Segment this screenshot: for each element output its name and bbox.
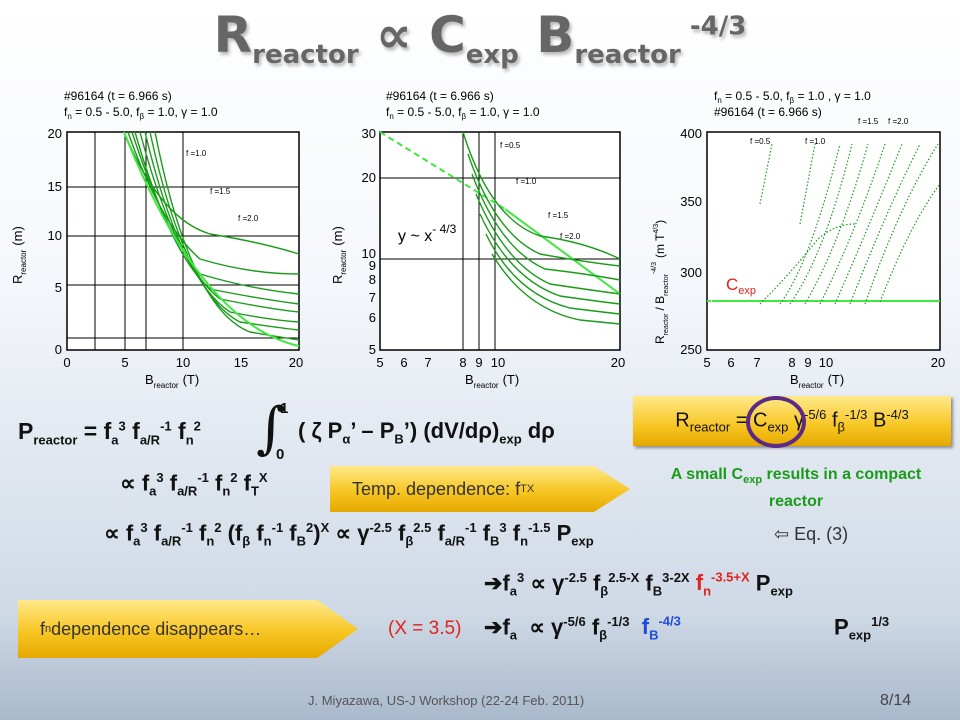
chart1-ytick: 5 <box>55 280 62 295</box>
chart1-xtick: 0 <box>63 355 70 370</box>
chart2-plot-area <box>379 131 621 351</box>
chart3-xtick: 6 <box>727 355 734 370</box>
chart3-cexp-label: Cexp <box>726 275 756 297</box>
chart2-annotation: #96164 (t = 6.966 s) <box>386 89 494 103</box>
chart3-xlabel: Breactor (T) <box>790 372 844 390</box>
chart1-ytick: 0 <box>55 342 62 357</box>
chart2-xtick: 20 <box>611 355 625 370</box>
chart2-ytick: 8 <box>369 272 376 287</box>
chart-rreactor-vs-breactor: #96164 (t = 6.966 s) fn = 0.5 - 5.0, fβ … <box>10 89 303 390</box>
chart2-xtick: 8 <box>459 355 466 370</box>
chart3-xtick: 5 <box>703 355 710 370</box>
chart2-fit-label: y ~ x- 4/3 <box>398 222 457 245</box>
chart2-curve-label: f =1.0 <box>516 177 537 186</box>
chart3-curve-label: f =1.5 <box>858 117 879 126</box>
chart1-xtick: 20 <box>289 355 303 370</box>
chart2-curves <box>462 131 621 325</box>
chart1-curve-label: f =2.0 <box>238 214 259 223</box>
small-cexp-note: A small Cexp results in a compact reacto… <box>670 466 922 511</box>
equation-preactor: Preactor = fa3 fa/R-1 fn2 <box>18 418 201 448</box>
chart2-ylabel: Rreactor(m) <box>330 226 348 284</box>
chart3-ytick: 350 <box>680 194 702 209</box>
slide-title: Rreactor ∝ Cexp Breactor -4/3 <box>213 6 747 70</box>
equation-pexp: Pexp1/3 <box>834 614 890 643</box>
chart2-ytick: 9 <box>369 258 376 273</box>
chart3-xtick: 8 <box>788 355 795 370</box>
cexp-highlight-circle <box>746 396 806 448</box>
chart-log-rreactor-vs-breactor: #96164 (t = 6.966 s) fn = 0.5 - 5.0, fβ … <box>330 89 625 390</box>
chart1-xlabel: Breactor (T) <box>145 372 199 390</box>
chart3-xtick: 9 <box>804 355 811 370</box>
chart2-xlabel: Breactor (T) <box>465 372 519 390</box>
chart3-curve-label: f =0.5 <box>750 137 771 146</box>
chart1-ytick: 15 <box>48 179 62 194</box>
chart2-ytick: 20 <box>362 170 376 185</box>
chart1-ylabel: Rreactor(m) <box>10 226 28 284</box>
chart3-plot-area <box>706 131 941 351</box>
chart2-curve-label: f =2.0 <box>560 232 581 241</box>
chart3-curve-label: f =2.0 <box>888 117 909 126</box>
chart1-ytick: 20 <box>48 126 62 141</box>
chart1-curve-label: f =1.5 <box>210 187 231 196</box>
chart2-ytick: 30 <box>362 126 376 141</box>
eq3-reference: ⇦ Eq. (3) <box>774 524 849 544</box>
chart3-xtick: 7 <box>753 355 760 370</box>
chart1-ytick: 10 <box>48 228 62 243</box>
chart2-xtick: 7 <box>424 355 431 370</box>
chart2-ytick: 6 <box>369 310 376 325</box>
chart3-ytick: 250 <box>680 342 702 357</box>
page-number: 8/14 <box>880 692 912 709</box>
chart2-ytick: 7 <box>369 290 376 305</box>
chart-normalized-rreactor: fn = 0.5 - 5.0, fβ = 1.0 , γ = 1.0 #9616… <box>651 89 945 390</box>
chart3-ytick: 400 <box>680 126 702 141</box>
chart2-xtick: 5 <box>376 355 383 370</box>
chart3-curve-label: f =1.0 <box>805 137 826 146</box>
chart3-xtick: 20 <box>931 355 945 370</box>
chart2-ytick: 10 <box>362 246 376 261</box>
chart2-annotation-2: fn = 0.5 - 5.0, fβ = 1.0, γ = 1.0 <box>386 105 540 121</box>
equation-proportional-3: ∝ fa3 fa/R-1 fn2 (fβ fn-1 fB2)X ∝ γ-2.5 … <box>104 520 594 549</box>
chart2-xtick: 6 <box>400 355 407 370</box>
integral-upper-bound: 1 <box>280 400 289 417</box>
x-equals-3-5: (X = 3.5) <box>388 618 462 639</box>
chart2-xtick: 9 <box>475 355 482 370</box>
chart3-xtick: 10 <box>819 355 833 370</box>
integral-lower-bound: 0 <box>276 446 285 463</box>
chart1-curve-label: f =1.0 <box>186 149 207 158</box>
chart3-ytick: 300 <box>680 265 702 280</box>
chart2-curve-label: f =0.5 <box>500 141 521 150</box>
chart1-xtick: 10 <box>176 355 190 370</box>
equation-arrow-line-4: ➔fa3 ∝ γ-2.5 fβ2.5-X fB3-2X fn-3.5+X Pex… <box>484 570 793 599</box>
chart2-xtick: 10 <box>491 355 505 370</box>
equation-arrow-line-5: ➔fa ∝ γ-5/6 fβ-1/3 fB-4/3 <box>484 614 681 643</box>
chart2-curve-label: f =1.5 <box>548 211 569 220</box>
chart1-xtick: 15 <box>234 355 248 370</box>
equation-proportional-2: ∝ fa3 fa/R-1 fn2 fTX <box>120 470 268 499</box>
chart1-annotation: #96164 (t = 6.966 s) <box>64 89 172 103</box>
equation-integrand: ( ζ Pα’ – PB’) (dV/dρ)exp dρ <box>298 418 555 447</box>
chart3-curves <box>759 143 941 305</box>
chart1-xtick: 5 <box>121 355 128 370</box>
chart2-ytick: 5 <box>369 342 376 357</box>
chart1-annotation-2: fn = 0.5 - 5.0, fβ = 1.0, γ = 1.0 <box>64 105 218 121</box>
chart3-ylabel: Rreactor/ Breactor-4/3(m T4/3) <box>651 220 670 344</box>
chart3-annotation-2: #96164 (t = 6.966 s) <box>714 105 822 119</box>
footer-credit: J. Miyazawa, US-J Workshop (22-24 Feb. 2… <box>308 693 585 708</box>
chart3-annotation: fn = 0.5 - 5.0, fβ = 1.0 , γ = 1.0 <box>714 89 871 105</box>
integral-sign: ∫ <box>256 396 286 461</box>
